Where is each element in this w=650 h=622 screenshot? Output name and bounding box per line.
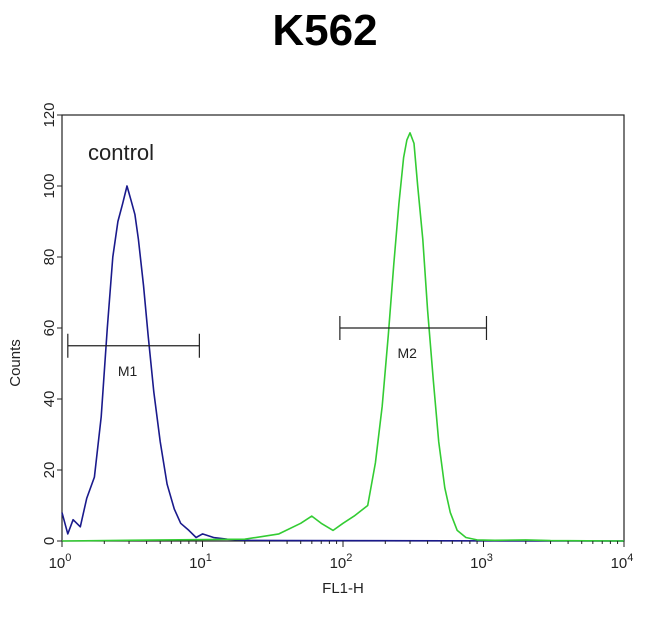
- x-tick-label: 104: [611, 552, 634, 572]
- series-line-1: [61, 185, 625, 542]
- y-tick-label: 60: [41, 320, 58, 337]
- series-line-2: [61, 132, 625, 542]
- chart-title: K562: [272, 6, 378, 55]
- y-tick-label: 20: [41, 462, 58, 479]
- y-tick-label: 120: [41, 102, 58, 127]
- x-tick-label: 100: [49, 552, 72, 572]
- y-tick-label: 0: [41, 537, 58, 545]
- y-tick-label: 100: [41, 173, 58, 198]
- gate-label-m2: M2: [397, 345, 417, 361]
- control-annotation: control: [88, 140, 154, 165]
- y-tick-label: 80: [41, 249, 58, 266]
- x-tick-label: 102: [330, 552, 353, 572]
- x-tick-label: 101: [189, 552, 212, 572]
- y-axis-label: Counts: [7, 339, 24, 387]
- x-tick-label: 103: [470, 552, 493, 572]
- x-axis-label: FL1-H: [322, 580, 364, 597]
- y-tick-label: 40: [41, 391, 58, 408]
- gate-label-m1: M1: [118, 363, 138, 379]
